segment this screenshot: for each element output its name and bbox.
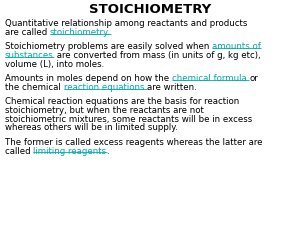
Text: substances: substances — [5, 51, 54, 60]
Text: or: or — [249, 74, 258, 83]
Text: The former is called excess reagents whereas the latter are: The former is called excess reagents whe… — [5, 138, 262, 147]
Text: Quantitative relationship among reactants and products: Quantitative relationship among reactant… — [5, 19, 247, 28]
Text: are written.: are written. — [147, 83, 196, 92]
Text: are converted from mass (in units of g, kg etc),: are converted from mass (in units of g, … — [54, 51, 260, 60]
Text: STOICHIOMETRY: STOICHIOMETRY — [89, 3, 211, 16]
Text: Chemical reaction equations are the basis for reaction: Chemical reaction equations are the basi… — [5, 97, 239, 106]
Text: chemical formula: chemical formula — [172, 74, 249, 83]
Text: amounts of: amounts of — [212, 42, 261, 51]
Text: Amounts in moles depend on how the: Amounts in moles depend on how the — [5, 74, 172, 83]
Text: limiting reagents: limiting reagents — [33, 147, 106, 156]
Text: stoichiometry, but when the reactants are not: stoichiometry, but when the reactants ar… — [5, 106, 204, 115]
Text: are called: are called — [5, 28, 50, 37]
Text: whereas others will be in limited supply.: whereas others will be in limited supply… — [5, 124, 178, 133]
Text: stoichiometry.: stoichiometry. — [50, 28, 110, 37]
Text: volume (L), into moles.: volume (L), into moles. — [5, 60, 104, 69]
Text: the chemical: the chemical — [5, 83, 64, 92]
Text: reaction equations: reaction equations — [64, 83, 147, 92]
Text: Stoichiometry problems are easily solved when: Stoichiometry problems are easily solved… — [5, 42, 212, 51]
Text: called: called — [5, 147, 33, 156]
Text: .: . — [106, 147, 109, 156]
Text: stoichiometric mixtures, some reactants will be in excess: stoichiometric mixtures, some reactants … — [5, 115, 252, 124]
